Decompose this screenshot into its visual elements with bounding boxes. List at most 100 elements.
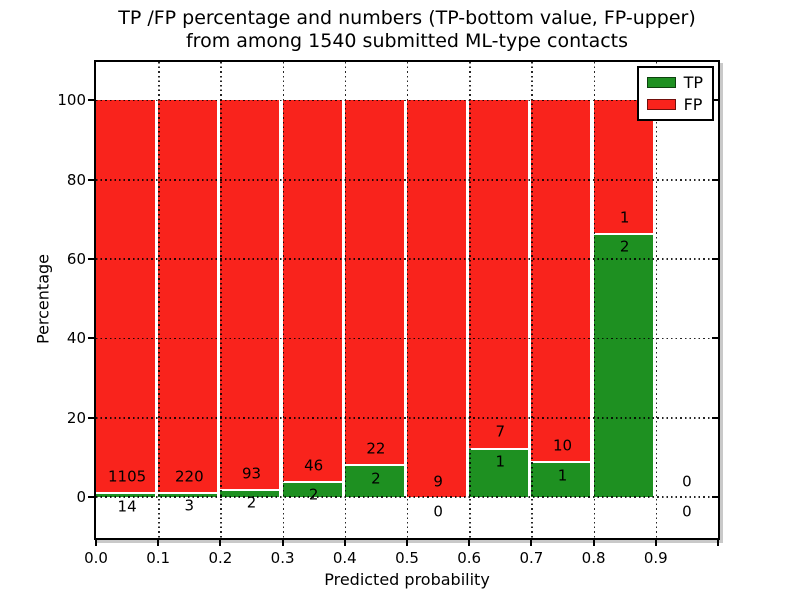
grid-line-vertical <box>655 62 658 538</box>
grid-line-vertical <box>158 62 160 538</box>
x-tick-label: 0.0 <box>84 549 108 567</box>
grid-line-vertical <box>469 62 471 538</box>
x-tick <box>343 540 346 546</box>
tp-legend-swatch <box>646 77 676 88</box>
fp-legend-swatch <box>646 99 676 110</box>
plot-area: TP FP 1105 14 220 3 93 2 46 2 22 2 9 0 7 1 10 1 1 2 0 0 <box>94 60 720 540</box>
fp-count-label: 0 <box>682 472 692 491</box>
fp-bar-segment <box>531 100 591 462</box>
fp-count-label: 22 <box>366 439 386 458</box>
fp-count-label: 93 <box>241 464 262 483</box>
tp-bar-segment <box>344 464 404 498</box>
grid-line-vertical <box>593 62 595 538</box>
x-tick-label: 0.4 <box>332 549 357 567</box>
y-right-tick <box>712 496 718 499</box>
x-tick <box>406 540 408 546</box>
x-tick <box>717 540 719 546</box>
fp-count-label: 7 <box>495 422 506 441</box>
grid-line-vertical <box>531 62 533 538</box>
tp-count-label: 0 <box>682 502 692 521</box>
y-tick <box>88 99 94 102</box>
fp-count-label: 10 <box>552 436 573 455</box>
x-tick <box>281 540 284 546</box>
grid-line-vertical <box>407 62 409 538</box>
fp-bar-segment <box>220 100 280 489</box>
legend: TP FP <box>636 66 714 121</box>
x-tick <box>530 540 533 546</box>
tp-count-label: 1 <box>495 452 506 471</box>
legend-item-tp: TP <box>646 73 703 92</box>
y-right-tick <box>712 416 718 419</box>
x-tick <box>654 540 657 546</box>
tp-count-label: 14 <box>117 497 137 516</box>
grid-line-horizontal <box>96 99 718 102</box>
y-tick <box>88 496 94 499</box>
fp-bar-segment <box>469 100 529 448</box>
y-right-tick <box>712 337 718 340</box>
grid-line-horizontal <box>96 179 718 181</box>
grid-line-horizontal <box>96 337 718 340</box>
tp-bar-segment <box>469 447 529 498</box>
fp-count-label: 1 <box>619 208 630 227</box>
tp-bar-segment <box>220 488 280 498</box>
y-tick-label: 100 <box>57 91 86 110</box>
y-tick-label: 40 <box>66 329 86 348</box>
grid-line-vertical <box>220 62 222 538</box>
tp-bar-segment <box>96 492 156 498</box>
fp-count-label: 220 <box>174 467 204 486</box>
y-right-tick <box>712 258 718 261</box>
fp-bar-segment <box>593 100 653 233</box>
tp-count-label: 1 <box>557 466 568 485</box>
fp-count-label: 1105 <box>108 467 147 486</box>
y-tick <box>88 178 94 181</box>
y-tick <box>88 258 94 261</box>
grid-line-vertical <box>282 62 284 538</box>
chart-title: TP /FP percentage and numbers (TP-bottom… <box>57 7 757 53</box>
tp-bar-segment <box>158 491 218 498</box>
tp-count-label: 3 <box>184 496 195 515</box>
x-tick-label: 0.2 <box>208 549 233 567</box>
tp-count-label: 2 <box>371 469 381 488</box>
tp-count-label: 2 <box>308 485 319 504</box>
x-tick <box>468 540 471 546</box>
fp-legend-label: FP <box>683 95 703 114</box>
x-tick <box>592 540 595 546</box>
x-tick-label: 0.9 <box>643 549 668 567</box>
x-tick-label: 0.5 <box>395 549 419 567</box>
fp-count-label: 9 <box>433 472 443 491</box>
x-axis-label: Predicted probability <box>324 570 490 589</box>
grid-line-horizontal <box>96 258 718 260</box>
tp-legend-label: TP <box>683 73 703 92</box>
x-tick-label: 0.8 <box>581 549 606 567</box>
grid-line-horizontal <box>96 496 718 498</box>
fp-bar-segment <box>158 100 218 492</box>
grid-line-vertical <box>344 62 347 538</box>
tp-bar-segment <box>531 461 591 498</box>
fp-bar-segment <box>344 100 404 465</box>
y-tick <box>88 337 94 340</box>
chart-title-line2: from among 1540 submitted ML-type contac… <box>185 30 629 52</box>
grid-line-horizontal <box>96 417 718 419</box>
tp-count-label: 2 <box>246 493 257 512</box>
tp-bar-segment <box>282 480 342 498</box>
y-tick-label: 80 <box>66 170 86 189</box>
tp-bar-segment <box>593 232 653 498</box>
y-tick-label: 20 <box>66 408 86 427</box>
x-tick <box>219 540 222 546</box>
x-tick-label: 0.3 <box>270 549 295 567</box>
legend-item-fp: FP <box>646 95 703 114</box>
x-tick-label: 0.7 <box>519 549 544 567</box>
y-right-tick <box>712 99 718 102</box>
x-tick <box>157 540 160 546</box>
fp-bar-segment <box>96 100 156 493</box>
x-tick-label: 0.6 <box>457 549 482 567</box>
fp-bar-segment <box>407 100 467 498</box>
chart-title-line1: TP /FP percentage and numbers (TP-bottom… <box>118 7 696 29</box>
x-tick-label: 0.1 <box>146 549 171 567</box>
y-tick-label: 0 <box>76 488 86 507</box>
y-tick-label: 60 <box>66 250 86 269</box>
fp-count-label: 46 <box>304 456 324 475</box>
tp-count-label: 2 <box>619 237 630 256</box>
x-tick <box>95 540 97 546</box>
